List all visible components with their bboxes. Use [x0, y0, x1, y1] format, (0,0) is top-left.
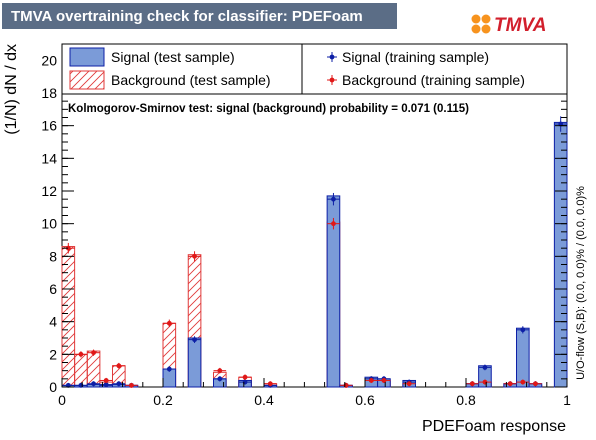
- y-tick-label: 16: [41, 118, 57, 134]
- background-training-marker: [99, 377, 113, 384]
- logo-text: TMVA: [494, 15, 546, 36]
- y-axis-label: (1/N) dN / dx: [3, 44, 20, 135]
- x-tick-label: 1: [563, 392, 571, 408]
- plot-frame: [61, 43, 568, 388]
- y-tick-label: 12: [41, 183, 57, 199]
- logo-dot-top: [481, 14, 491, 24]
- y-tick-label: 20: [41, 52, 57, 68]
- signal-training-marker: [188, 336, 201, 344]
- signal-training-marker: [478, 364, 492, 371]
- background-training-marker: [125, 382, 138, 388]
- background-test-bar: [61, 246, 76, 388]
- x-tick-label: 0.2: [153, 392, 173, 408]
- background-training-marker: [87, 349, 100, 356]
- legend-label-signal-training: Signal (training sample): [342, 49, 489, 65]
- training-markers: [62, 116, 567, 388]
- x-axis-label: PDEFoam response: [422, 418, 566, 435]
- x-tick-label: 0.4: [254, 392, 274, 408]
- background-training-marker: [112, 362, 126, 369]
- y-tick-label: 10: [41, 216, 57, 232]
- legend-label-signal-test: Signal (test sample): [111, 49, 235, 65]
- legend-swatch-signal-test: [69, 47, 105, 67]
- background-training-marker: [365, 377, 378, 384]
- logo-dot-bottom: [481, 24, 491, 34]
- title-bar: [2, 3, 397, 29]
- background-training-marker: [163, 319, 176, 328]
- signal-training-marker: [163, 366, 176, 372]
- background-training-marker: [188, 251, 201, 262]
- background-training-marker: [74, 351, 88, 358]
- background-test-histogram: [61, 221, 543, 388]
- signal-training-marker: [87, 381, 100, 387]
- background-training-marker: [529, 381, 542, 387]
- legend-label-background-test: Background (test sample): [111, 72, 271, 88]
- background-training-marker: [62, 242, 75, 254]
- signal-test-bar: [516, 327, 530, 388]
- signal-training-marker: [112, 381, 126, 387]
- ks-test-annotation: Kolmogorov-Smirnov test: signal (backgro…: [68, 103, 469, 115]
- y-tick-label: 0: [49, 379, 57, 395]
- legend-box: [61, 43, 568, 95]
- background-training-marker: [466, 381, 479, 387]
- signal-training-marker: [327, 192, 340, 206]
- legend: Signal (test sample) Background (test sa…: [61, 43, 568, 95]
- y-tick-label: 6: [49, 281, 57, 297]
- tmva-logo: TMVA: [471, 14, 546, 36]
- logo-dot-bottom: [471, 24, 481, 34]
- signal-test-bar: [553, 121, 568, 388]
- chart-title: TMVA overtraining check for classifier: …: [11, 8, 363, 25]
- background-training-marker: [327, 217, 340, 230]
- legend-label-background-training: Background (training sample): [342, 72, 525, 88]
- y-tick-label: 14: [41, 150, 57, 166]
- logo-dot-top: [471, 14, 481, 24]
- y-tick-label: 4: [49, 314, 57, 330]
- x-tick-label: 0.8: [456, 392, 476, 408]
- signal-test-bar: [187, 337, 202, 388]
- signal-training-marker: [516, 326, 530, 334]
- background-test-bar: [74, 353, 88, 388]
- legend-swatch-background-test: [69, 70, 105, 90]
- signal-test-histogram: [61, 121, 568, 388]
- legend-marker-signal-training: [327, 52, 337, 62]
- overflow-annotation: U/O-flow (S,B): (0.0, 0.0)% / (0.0, 0.0)…: [575, 186, 587, 380]
- background-training-marker: [213, 367, 227, 374]
- background-training-marker: [377, 377, 391, 384]
- background-training-marker: [264, 381, 277, 387]
- legend-marker-background-training: [327, 75, 337, 85]
- y-tick-label: 18: [41, 85, 57, 101]
- x-tick-label: 0.6: [355, 392, 375, 408]
- signal-training-marker: [213, 376, 227, 382]
- background-training-marker: [238, 374, 252, 380]
- x-tick-label: 0: [58, 392, 66, 408]
- y-tick-label: 2: [49, 346, 57, 362]
- y-tick-label: 8: [49, 248, 57, 264]
